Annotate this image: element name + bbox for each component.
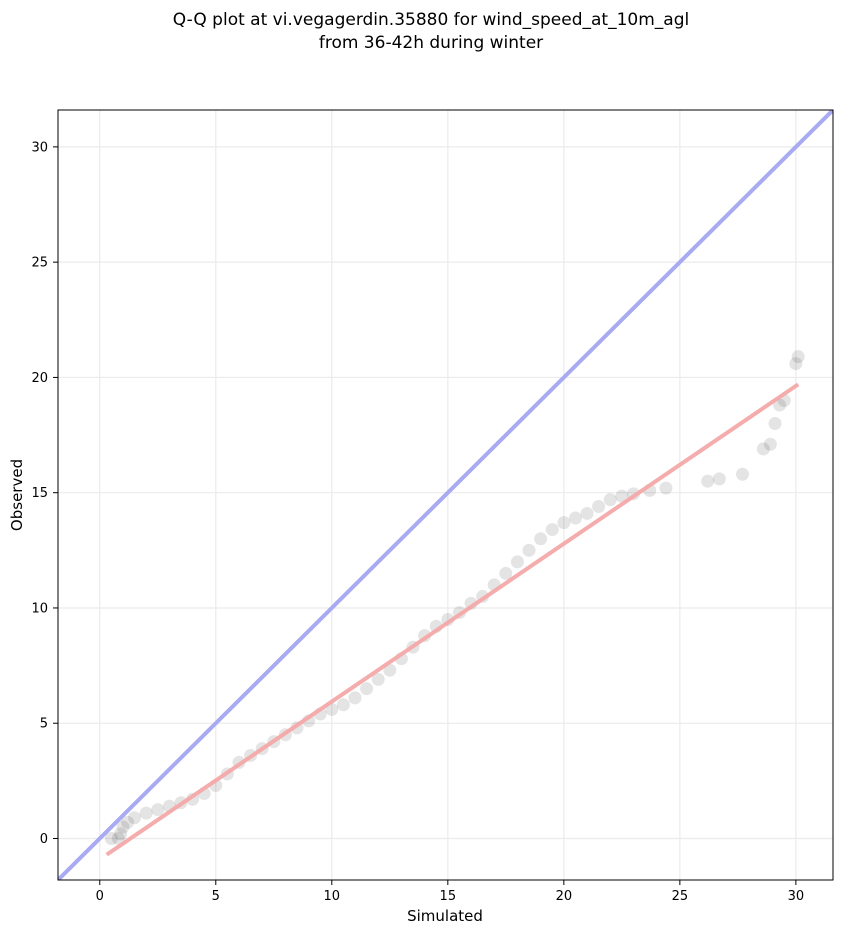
quantile-point — [128, 811, 142, 825]
quantile-point — [580, 506, 594, 520]
x-tick-label: 25 — [672, 889, 689, 904]
grid-lines — [58, 110, 833, 880]
quantile-point — [557, 516, 571, 530]
identity-line — [58, 110, 833, 880]
x-tick-label: 20 — [556, 889, 573, 904]
quantile-point — [603, 493, 617, 507]
x-axis-label: Simulated — [407, 907, 483, 925]
quantile-point — [701, 474, 715, 488]
y-tick-label: 15 — [31, 486, 48, 501]
quantile-point — [383, 663, 397, 677]
x-tick-label: 15 — [440, 889, 457, 904]
quantile-point — [545, 523, 559, 537]
quantile-point — [121, 815, 135, 829]
x-tick-label: 5 — [212, 889, 220, 904]
quantile-point — [371, 672, 385, 686]
quantile-point — [791, 350, 805, 364]
quantile-point — [763, 437, 777, 451]
quantile-point — [360, 682, 374, 696]
x-tick-label: 10 — [324, 889, 341, 904]
quantile-point — [712, 472, 726, 486]
quantile-point — [592, 500, 606, 514]
y-tick-label: 5 — [40, 717, 48, 732]
quantile-point — [768, 417, 782, 431]
y-tick-label: 10 — [31, 601, 48, 616]
series-layer — [58, 110, 833, 880]
quantile-point — [568, 511, 582, 525]
y-tick-label: 20 — [31, 371, 48, 386]
quantile-point — [116, 820, 130, 834]
quantile-point — [659, 481, 673, 495]
quantile-point — [756, 442, 770, 456]
quantile-point — [789, 357, 803, 371]
quantile-point — [615, 489, 629, 503]
quantile-point — [104, 832, 118, 846]
x-axis-ticks: 0 5 10 15 20 25 30 — [96, 880, 805, 904]
quantile-point — [736, 467, 750, 481]
y-tick-label: 30 — [31, 140, 48, 155]
quantile-point — [114, 827, 128, 841]
quantile-point — [773, 398, 787, 412]
fit-line — [105, 382, 800, 857]
quantile-point — [111, 832, 125, 846]
x-tick-label: 0 — [96, 889, 104, 904]
quantile-point — [336, 698, 350, 712]
quantile-point — [534, 532, 548, 546]
quantile-point — [348, 691, 362, 705]
quantile-point — [499, 566, 513, 580]
chart-title-line-2: from 36-42h during winter — [319, 33, 543, 53]
y-axis-label: Observed — [8, 459, 26, 531]
quantile-point — [510, 555, 524, 569]
quantile-point — [139, 806, 153, 820]
quantile-point — [522, 543, 536, 557]
y-tick-label: 25 — [31, 256, 48, 271]
y-tick-label: 0 — [40, 832, 48, 847]
plot-frame — [57, 109, 834, 881]
y-axis-ticks: 0 5 10 15 20 25 30 — [31, 140, 58, 847]
quantile-point — [151, 803, 165, 817]
chart-title-line-1: Q-Q plot at vi.vegagerdin.35880 for wind… — [173, 10, 689, 30]
x-tick-label: 30 — [788, 889, 805, 904]
